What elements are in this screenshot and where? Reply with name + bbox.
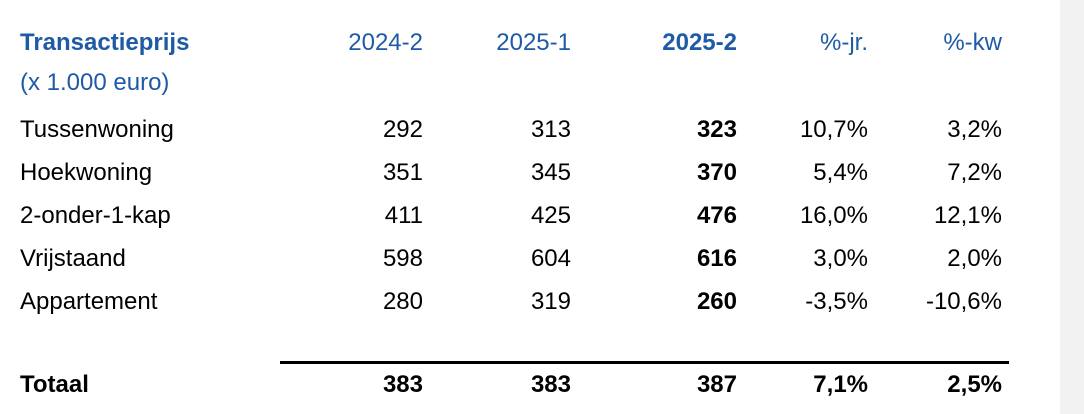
column-header: 2024-2 xyxy=(348,29,423,56)
table-cell: 2,0% xyxy=(947,245,1002,272)
row-label: Appartement xyxy=(20,288,158,315)
table-cell: 616 xyxy=(696,245,737,272)
total-label: Totaal xyxy=(20,371,89,398)
row-label: 2-onder-1-kap xyxy=(20,202,171,229)
table-cell: 292 xyxy=(382,116,423,143)
table-cell: 370 xyxy=(696,159,737,186)
table-cell: 313 xyxy=(530,116,571,143)
column-header: 2025-1 xyxy=(496,29,571,56)
column-header: %-jr. xyxy=(820,29,868,56)
table-cell: 5,4% xyxy=(813,159,868,186)
table-cell: 351 xyxy=(382,159,423,186)
column-header: 2025-2 xyxy=(662,29,737,56)
table-cell: -3,5% xyxy=(805,288,868,315)
table-cell: 604 xyxy=(530,245,571,272)
total-cell: 383 xyxy=(530,371,571,398)
table-cell: 425 xyxy=(530,202,571,229)
table-cell: 476 xyxy=(696,202,737,229)
table-subtitle: (x 1.000 euro) xyxy=(20,69,170,96)
table-cell: 411 xyxy=(384,202,423,229)
table-cell: 260 xyxy=(696,288,737,315)
total-rule xyxy=(280,361,1009,364)
table-cell: 319 xyxy=(530,288,571,315)
column-header: %-kw xyxy=(943,29,1002,56)
table-cell: 3,2% xyxy=(947,116,1002,143)
table-cell: 3,0% xyxy=(813,245,868,272)
row-label: Vrijstaand xyxy=(20,245,126,272)
table-cell: 16,0% xyxy=(799,202,868,229)
table-cell: 7,2% xyxy=(947,159,1002,186)
total-cell: 387 xyxy=(696,371,737,398)
table-cell: 598 xyxy=(382,245,423,272)
total-cell: 383 xyxy=(382,371,423,398)
price-table: Transactieprijs (x 1.000 euro) 2024-2 202… xyxy=(0,0,1060,414)
table-cell: 12,1% xyxy=(933,202,1002,229)
row-label: Hoekwoning xyxy=(20,159,153,186)
total-cell: 7,1% xyxy=(813,371,868,398)
row-label: Tussenwoning xyxy=(20,116,174,143)
table-cell: 280 xyxy=(382,288,423,315)
total-cell: 2,5% xyxy=(947,371,1002,398)
table-cell: -10,6% xyxy=(925,288,1002,315)
table-cell: 10,7% xyxy=(799,116,868,143)
table-title: Transactieprijs xyxy=(20,29,190,56)
table-cell: 345 xyxy=(530,159,571,186)
table-cell: 323 xyxy=(696,116,737,143)
